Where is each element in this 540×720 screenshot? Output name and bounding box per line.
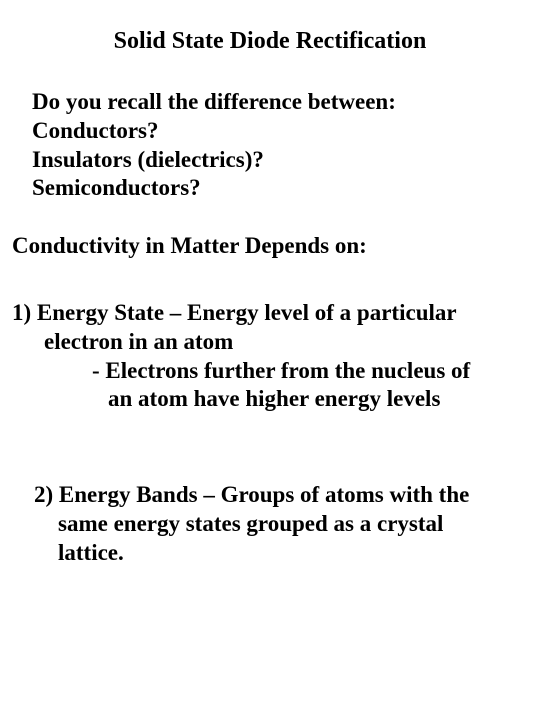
point-1-line-3: - Electrons further from the nucleus of [92,357,522,386]
point-1-line-4: an atom have higher energy levels [108,385,522,414]
point-1-block: 1) Energy State – Energy level of a part… [12,299,522,414]
point-1-line-1: 1) Energy State – Energy level of a part… [12,299,522,328]
intro-semiconductors: Semiconductors? [32,174,396,203]
point-2-line-3: lattice. [58,539,514,568]
point-2-line-1: 2) Energy Bands – Groups of atoms with t… [34,481,514,510]
intro-insulators: Insulators (dielectrics)? [32,146,396,175]
intro-block: Do you recall the difference between: Co… [32,88,396,203]
slide-page: Solid State Diode Rectification Do you r… [0,0,540,720]
intro-conductors: Conductors? [32,117,396,146]
slide-title: Solid State Diode Rectification [0,28,540,55]
point-1-line-2: electron in an atom [44,328,522,357]
conductivity-heading: Conductivity in Matter Depends on: [12,232,367,261]
intro-question: Do you recall the difference between: [32,88,396,117]
point-2-block: 2) Energy Bands – Groups of atoms with t… [34,481,514,567]
point-2-line-2: same energy states grouped as a crystal [58,510,514,539]
